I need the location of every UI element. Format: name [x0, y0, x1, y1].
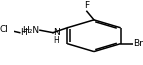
Text: Cl: Cl [0, 25, 8, 34]
Text: H: H [20, 28, 27, 37]
Text: H₂N: H₂N [22, 26, 39, 35]
Text: Br: Br [133, 39, 143, 48]
Text: N: N [54, 28, 60, 37]
Text: H: H [53, 36, 59, 45]
Text: F: F [84, 1, 89, 10]
